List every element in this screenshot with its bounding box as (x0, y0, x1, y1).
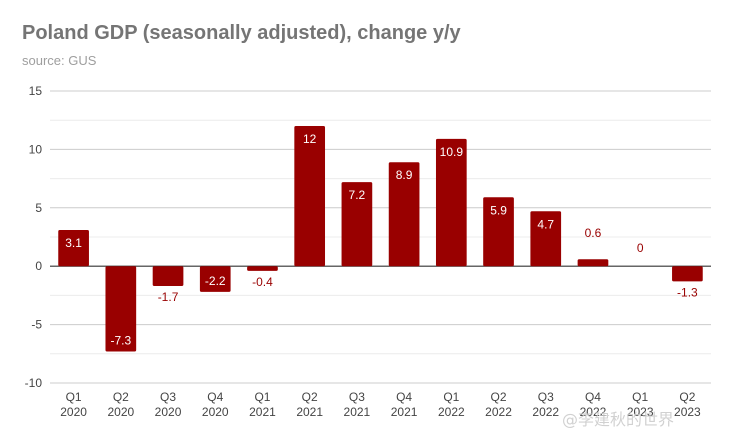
x-tick-label-year: 2023 (674, 405, 701, 419)
data-label: -2.2 (205, 274, 226, 288)
chart-title: Poland GDP (seasonally adjusted), change… (22, 22, 461, 44)
x-tick-label-year: 2021 (296, 405, 323, 419)
x-tick-label: Q2 (113, 390, 129, 404)
data-label: -0.4 (252, 275, 273, 289)
x-tick-label: Q3 (349, 390, 365, 404)
x-tick-label: Q4 (396, 390, 412, 404)
bar (672, 266, 703, 282)
data-label: 5.9 (490, 203, 507, 217)
x-tick-label-year: 2022 (532, 405, 559, 419)
x-tick-label: Q1 (443, 390, 459, 404)
x-tick-label-year: 2022 (580, 405, 607, 419)
bar (530, 211, 562, 267)
data-label: -1.7 (158, 290, 179, 304)
bar (247, 266, 278, 271)
bar (152, 266, 184, 287)
y-tick-label: -10 (25, 376, 43, 390)
bar (58, 229, 89, 267)
data-label: -7.3 (110, 333, 131, 347)
x-tick-label-year: 2020 (60, 405, 87, 419)
x-tick-label: Q4 (585, 390, 601, 404)
x-tick-label: Q3 (538, 390, 554, 404)
y-tick-label: -5 (31, 318, 42, 332)
y-tick-label: 10 (29, 142, 43, 156)
bar (199, 266, 231, 292)
data-label: -1.3 (677, 285, 698, 299)
data-label: 10.9 (440, 145, 464, 159)
x-tick-label: Q4 (207, 390, 223, 404)
y-tick-label: 0 (35, 259, 42, 273)
y-tick-label: 15 (29, 84, 43, 98)
x-tick-label-year: 2021 (249, 405, 276, 419)
x-tick-label-year: 2022 (438, 405, 465, 419)
bar (105, 266, 137, 352)
x-tick-label: Q1 (632, 390, 648, 404)
bar (388, 162, 420, 267)
bar (483, 197, 514, 267)
data-label: 8.9 (396, 168, 413, 182)
bar (341, 182, 373, 267)
bar (435, 138, 467, 267)
bars (58, 126, 703, 352)
x-tick-label: Q2 (679, 390, 695, 404)
x-tick-label-year: 2023 (627, 405, 654, 419)
x-tick-label-year: 2021 (391, 405, 418, 419)
x-tick-label-year: 2020 (202, 405, 229, 419)
bar (577, 259, 609, 267)
x-tick-label: Q2 (302, 390, 318, 404)
x-tick-label: Q2 (491, 390, 507, 404)
x-tick-label-year: 2022 (485, 405, 512, 419)
data-labels: 3.1 -7.3 -1.7 -2.2 -0.4 12 7.2 8.9 10.9 5.9 4.7 0.6… (65, 132, 698, 347)
gridlines (50, 90, 711, 384)
data-label: 0 (637, 241, 644, 255)
data-label: 3.1 (65, 236, 82, 250)
chart-subtitle: source: GUS (22, 53, 97, 68)
data-label: 4.7 (537, 217, 554, 231)
x-tick-label: Q1 (66, 390, 82, 404)
y-axis-ticks: -10 -5 0 5 10 15 (25, 84, 43, 390)
watermark: @李建秋的世界 (562, 410, 675, 429)
x-axis-ticks: Q12020Q22020Q32020Q42020Q12021Q22021Q320… (60, 390, 701, 419)
data-label: 0.6 (585, 226, 602, 240)
data-label: 12 (303, 132, 317, 146)
bar (294, 126, 326, 267)
x-tick-label-year: 2021 (344, 405, 371, 419)
x-tick-label: Q3 (160, 390, 176, 404)
x-tick-label: Q1 (254, 390, 270, 404)
data-label: 7.2 (349, 188, 366, 202)
x-tick-label-year: 2020 (155, 405, 182, 419)
x-tick-label-year: 2020 (107, 405, 134, 419)
y-tick-label: 5 (35, 201, 42, 215)
